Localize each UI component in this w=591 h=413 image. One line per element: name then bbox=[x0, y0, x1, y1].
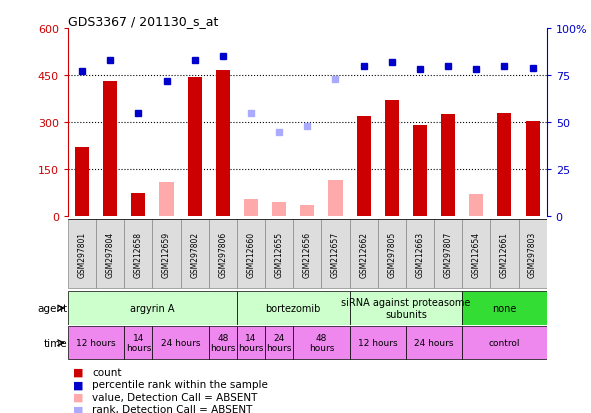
Text: 24 hours: 24 hours bbox=[161, 338, 200, 347]
Bar bbox=[525, 121, 540, 217]
Text: 24 hours: 24 hours bbox=[414, 338, 454, 347]
Text: rank, Detection Call = ABSENT: rank, Detection Call = ABSENT bbox=[92, 404, 252, 413]
Text: count: count bbox=[92, 367, 121, 377]
Bar bbox=[152, 220, 181, 288]
Bar bbox=[237, 292, 349, 325]
Bar bbox=[300, 206, 314, 217]
Text: GSM212659: GSM212659 bbox=[162, 231, 171, 277]
Text: GSM212658: GSM212658 bbox=[134, 231, 143, 277]
Bar bbox=[131, 193, 145, 217]
Text: GSM212661: GSM212661 bbox=[500, 231, 509, 277]
Text: GSM297804: GSM297804 bbox=[106, 231, 115, 277]
Bar bbox=[209, 220, 237, 288]
Bar bbox=[378, 220, 406, 288]
Bar bbox=[441, 115, 455, 217]
Text: argyrin A: argyrin A bbox=[130, 303, 175, 313]
Bar bbox=[434, 220, 462, 288]
Text: GSM212663: GSM212663 bbox=[415, 231, 424, 277]
Text: GSM212657: GSM212657 bbox=[331, 231, 340, 277]
Bar bbox=[498, 114, 511, 217]
Bar bbox=[103, 82, 117, 217]
Text: GSM212662: GSM212662 bbox=[359, 231, 368, 277]
Bar bbox=[518, 220, 547, 288]
Text: GSM297807: GSM297807 bbox=[444, 231, 453, 277]
Bar bbox=[181, 220, 209, 288]
Bar bbox=[385, 101, 399, 217]
Text: 48
hours: 48 hours bbox=[210, 333, 236, 353]
Bar bbox=[216, 71, 230, 217]
Bar bbox=[265, 220, 293, 288]
Bar bbox=[68, 220, 96, 288]
Bar bbox=[272, 203, 286, 217]
Bar bbox=[96, 220, 124, 288]
Bar bbox=[462, 220, 491, 288]
Text: ■: ■ bbox=[73, 404, 83, 413]
Text: value, Detection Call = ABSENT: value, Detection Call = ABSENT bbox=[92, 392, 257, 402]
Bar bbox=[462, 292, 547, 325]
Bar bbox=[322, 220, 349, 288]
Text: GSM297805: GSM297805 bbox=[387, 231, 397, 277]
Bar bbox=[406, 220, 434, 288]
Text: GSM297803: GSM297803 bbox=[528, 231, 537, 277]
Bar bbox=[124, 326, 152, 360]
Text: 24
hours: 24 hours bbox=[267, 333, 292, 353]
Text: GSM212660: GSM212660 bbox=[246, 231, 255, 277]
Text: GSM212655: GSM212655 bbox=[275, 231, 284, 277]
Text: ■: ■ bbox=[73, 367, 83, 377]
Bar bbox=[187, 78, 202, 217]
Text: siRNA against proteasome
subunits: siRNA against proteasome subunits bbox=[341, 297, 470, 319]
Text: bortezomib: bortezomib bbox=[265, 303, 321, 313]
Text: 14
hours: 14 hours bbox=[238, 333, 264, 353]
Bar bbox=[349, 326, 406, 360]
Text: ■: ■ bbox=[73, 380, 83, 389]
Bar bbox=[265, 326, 293, 360]
Text: GSM297801: GSM297801 bbox=[77, 231, 86, 277]
Text: GDS3367 / 201130_s_at: GDS3367 / 201130_s_at bbox=[68, 15, 218, 28]
Text: GSM212654: GSM212654 bbox=[472, 231, 480, 277]
Bar bbox=[124, 220, 152, 288]
Bar bbox=[462, 326, 547, 360]
Bar bbox=[293, 326, 349, 360]
Bar bbox=[293, 220, 322, 288]
Text: agent: agent bbox=[38, 303, 68, 313]
Bar bbox=[349, 292, 462, 325]
Bar bbox=[349, 220, 378, 288]
Bar bbox=[152, 326, 209, 360]
Bar bbox=[244, 199, 258, 217]
Bar bbox=[237, 220, 265, 288]
Bar bbox=[491, 220, 518, 288]
Text: 14
hours: 14 hours bbox=[126, 333, 151, 353]
Bar bbox=[413, 126, 427, 217]
Text: control: control bbox=[489, 338, 520, 347]
Bar bbox=[68, 292, 237, 325]
Bar bbox=[356, 116, 371, 217]
Bar bbox=[209, 326, 237, 360]
Text: GSM212656: GSM212656 bbox=[303, 231, 312, 277]
Bar bbox=[160, 183, 174, 217]
Bar bbox=[75, 148, 89, 217]
Bar bbox=[469, 195, 483, 217]
Text: 48
hours: 48 hours bbox=[309, 333, 334, 353]
Text: ■: ■ bbox=[73, 392, 83, 402]
Text: 12 hours: 12 hours bbox=[76, 338, 116, 347]
Bar bbox=[406, 326, 462, 360]
Text: percentile rank within the sample: percentile rank within the sample bbox=[92, 380, 268, 389]
Bar bbox=[68, 326, 124, 360]
Text: GSM297806: GSM297806 bbox=[218, 231, 228, 277]
Text: time: time bbox=[44, 338, 68, 348]
Text: 12 hours: 12 hours bbox=[358, 338, 398, 347]
Bar bbox=[329, 181, 343, 217]
Bar bbox=[237, 326, 265, 360]
Text: none: none bbox=[492, 303, 517, 313]
Text: GSM297802: GSM297802 bbox=[190, 231, 199, 277]
